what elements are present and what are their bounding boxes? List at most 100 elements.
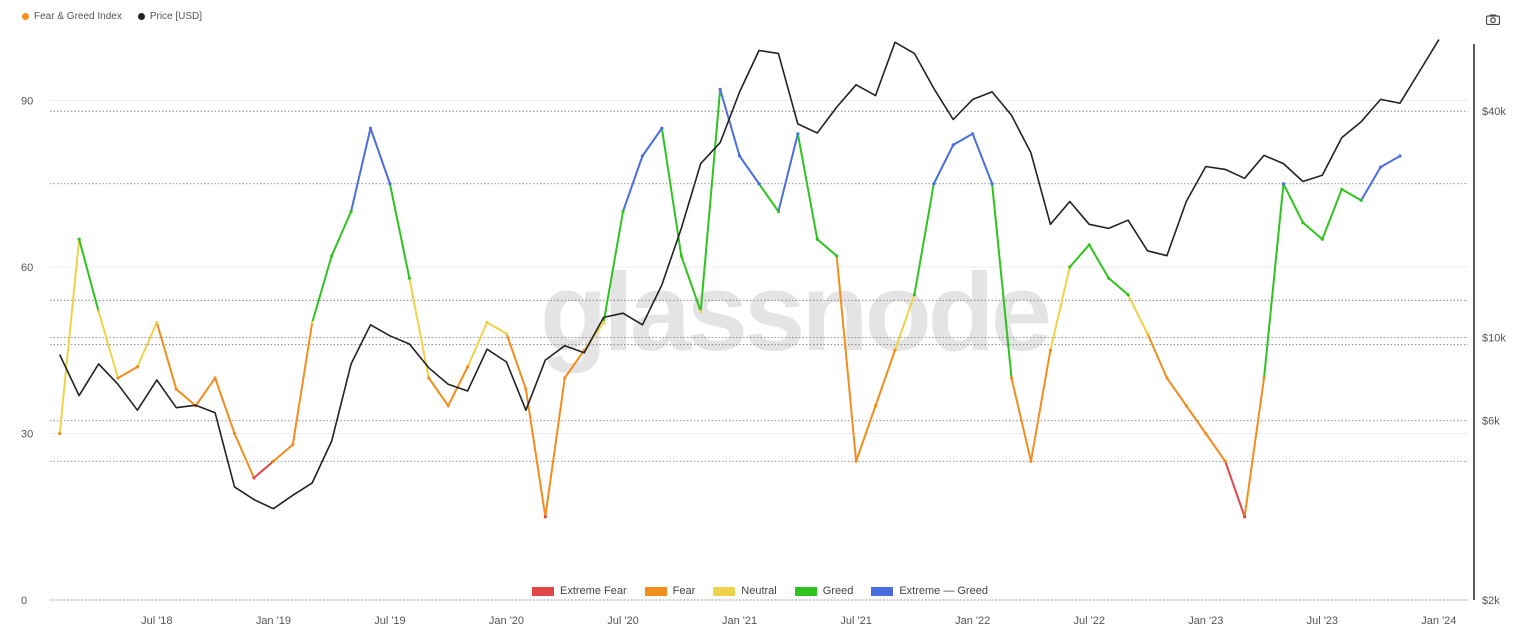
fgi-point: [543, 515, 547, 519]
fgi-segment: [194, 377, 217, 407]
fgi-segment: [893, 293, 916, 352]
fgi-point: [135, 365, 140, 369]
price-legend-label: Price [USD]: [149, 11, 203, 22]
fgi-point: [1145, 332, 1150, 336]
fgi-segment: [952, 132, 974, 146]
legend-extreme-fear[interactable]: Extreme Fear: [532, 585, 627, 597]
fgi-segment: [505, 332, 527, 391]
fgi-segment: [97, 310, 119, 379]
fgi-segment: [1282, 182, 1304, 224]
fgi-segment: [563, 349, 586, 379]
fgi-point: [815, 237, 819, 241]
fgi-segment: [136, 321, 158, 368]
fgi-segment: [1263, 182, 1285, 379]
fgi-point: [699, 309, 703, 313]
fgi-segment: [1301, 221, 1324, 241]
fgi-segment: [1107, 277, 1130, 296]
fgi-segment: [1068, 243, 1091, 268]
fgi-point: [1029, 459, 1033, 463]
fgi-point: [1378, 165, 1383, 169]
fgi-point: [1184, 404, 1188, 408]
fgi-segment: [816, 238, 838, 257]
neutral-swatch: [713, 586, 736, 596]
legend-item-price[interactable]: Price [USD]: [137, 11, 203, 22]
fgi-point: [990, 182, 994, 186]
fgi-point: [232, 431, 237, 436]
fgi-segment: [1088, 243, 1110, 280]
fgi-point: [155, 320, 159, 325]
fgi-segment: [155, 321, 178, 391]
fgi-legend-label: Fear & Greed Index: [34, 11, 122, 22]
fgi-point: [291, 443, 295, 447]
legend-neutral[interactable]: Neutral: [713, 585, 777, 597]
extreme-greed-swatch: [871, 586, 894, 596]
fgi-point: [427, 376, 431, 380]
x-tick-label: Jul '20: [607, 615, 638, 627]
legend-extreme-greed[interactable]: Extreme — Greed: [871, 585, 988, 597]
fgi-point: [563, 376, 567, 380]
fgi-point: [1223, 459, 1227, 463]
fgi-point: [485, 320, 489, 325]
watermark: glassnode: [540, 251, 1049, 374]
fear-swatch: [644, 586, 667, 596]
fgi-point: [873, 404, 878, 408]
fgi-point: [1107, 276, 1111, 280]
fgi-segment: [913, 182, 935, 296]
fgi-point: [776, 209, 781, 214]
price-legend-dot: [137, 13, 145, 20]
fgi-segment: [602, 210, 625, 324]
fgi-point: [466, 365, 470, 369]
fgi-segment: [855, 404, 877, 463]
fgi-segment: [874, 349, 896, 407]
fgi-point: [621, 209, 625, 214]
legend-greed[interactable]: Greed: [794, 585, 854, 597]
fgi-segment: [175, 388, 197, 407]
greed-label: Greed: [822, 585, 854, 597]
fgi-point: [1243, 515, 1247, 519]
x-tick-label: Jan '20: [489, 615, 524, 627]
fgi-segment: [233, 432, 255, 479]
left-tick-label: 90: [21, 96, 33, 108]
fgi-legend-dot: [22, 13, 29, 20]
fgi-segment: [350, 127, 372, 213]
fgi-point: [1087, 243, 1091, 247]
fgi-segment: [991, 182, 1013, 379]
fgi-segment: [78, 238, 100, 313]
bottom-legend: Extreme Fear Fear Neutral Greed Extreme …: [532, 585, 988, 597]
fgi-segment: [1029, 349, 1052, 463]
legend-item-fgi[interactable]: Fear & Greed Index: [22, 11, 122, 22]
right-axis: $2k $6k $10k $40k: [1482, 106, 1506, 607]
fgi-segment: [680, 254, 702, 313]
x-tick-label: Jul '22: [1073, 615, 1104, 627]
fgi-segment: [1340, 188, 1363, 202]
x-tick-label: Jan '22: [955, 615, 990, 627]
fgi-point: [796, 132, 800, 136]
fgi-segment: [622, 155, 644, 213]
fgi-point: [1126, 293, 1130, 297]
fgi-point: [504, 332, 509, 336]
x-axis: Jul '18 Jan '19 Jul '19 Jan '20 Jul '20 Jan '…: [141, 615, 1456, 627]
top-legend: Fear & Greed Index Price [USD]: [22, 11, 202, 22]
fgi-segment: [544, 377, 566, 518]
fgi-segment: [1146, 332, 1168, 379]
fgi-point: [116, 376, 120, 380]
legend-fear[interactable]: Fear: [644, 585, 695, 597]
fgi-point: [310, 320, 314, 325]
fgi-point: [368, 126, 373, 130]
fgi-segment: [1010, 377, 1032, 463]
fear-greed-series: [58, 87, 1402, 519]
x-tick-label: Jan '19: [256, 615, 291, 627]
fgi-segment: [932, 143, 955, 185]
price-line: [58, 39, 1440, 510]
camera-icon[interactable]: [1486, 14, 1500, 25]
fgi-point: [252, 476, 256, 480]
fgi-point: [1398, 154, 1402, 158]
x-tick-label: Jan '21: [722, 615, 757, 627]
fgi-point: [971, 132, 975, 136]
fgi-point: [640, 154, 645, 158]
fgi-point: [1301, 221, 1305, 225]
fgi-point: [388, 182, 392, 186]
x-tick-label: Jan '24: [1421, 615, 1456, 627]
fgi-segment: [1243, 377, 1266, 518]
extreme-fear-swatch: [532, 586, 554, 596]
